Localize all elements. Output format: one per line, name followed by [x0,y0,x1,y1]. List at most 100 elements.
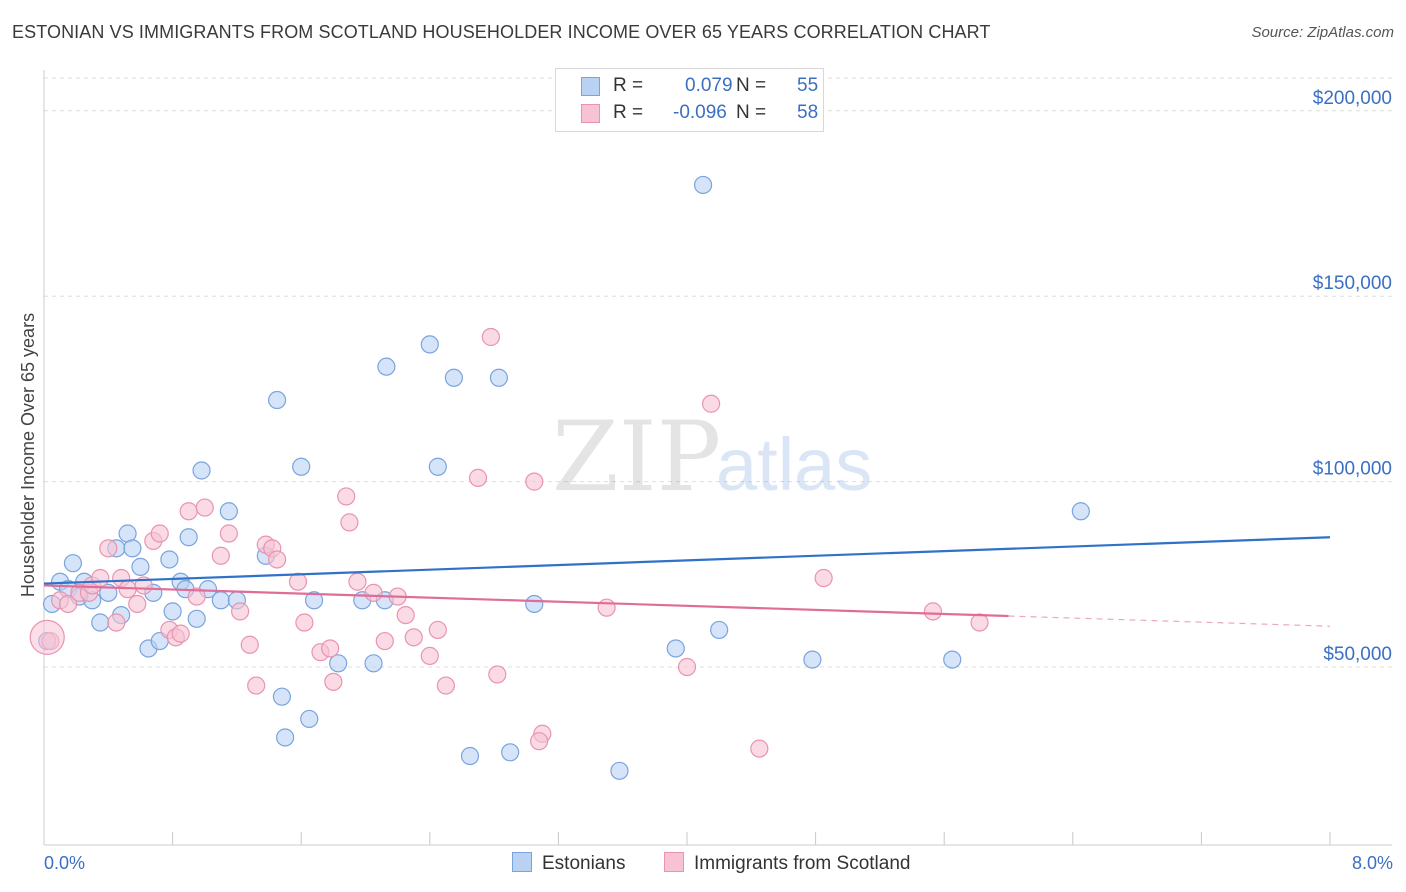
scotland-point [677,657,697,677]
estonian-point [329,654,348,673]
scotland-point [231,602,250,621]
estonian-point [63,554,83,573]
legend-n-label: N = [736,75,767,96]
legend-n-value: 55 [797,75,819,96]
scotland-point [59,594,78,614]
x-tick-label: 0.0% [44,853,85,873]
legend-r-label: R = [613,102,644,123]
estonian-point [192,461,211,480]
legend-r-label: R = [613,75,644,96]
estonian-point [693,175,713,195]
estonian-point [276,728,295,747]
scotland-point [525,472,544,491]
scotland-point [247,676,266,695]
trend-line-extension [1008,615,1331,627]
y-tick-label: $150,000 [1313,273,1392,294]
grid-lines [44,77,1392,845]
legend-n-label: N = [736,102,767,123]
scotland-point [267,550,287,569]
x-tick-labels: 0.0% 8.0% [44,853,1393,873]
estonian-point [219,502,238,521]
estonian-point [444,368,464,387]
scotland-point [321,639,340,658]
bottom-legend-scotland: Immigrants from Scotland [664,852,910,875]
chart-title: ESTONIAN VS IMMIGRANTS FROM SCOTLAND HOU… [12,22,991,42]
chart-source: Source: ZipAtlas.com [1251,24,1394,41]
y-tick-label: $50,000 [1323,644,1392,665]
scotland-point [324,672,343,691]
estonian-point [91,613,110,632]
scotland-point [488,665,507,684]
estonian-point [364,654,383,673]
scotland-point [29,619,65,655]
y-tick-label: $100,000 [1313,459,1392,480]
y-tick-labels: $50,000 $100,000 $150,000 $200,000 [1313,88,1392,665]
watermark: ZIP atlas [552,401,872,513]
y-tick-label: $200,000 [1313,88,1392,109]
estonian-point [131,557,150,576]
watermark-atlas: atlas [716,423,872,506]
estonian-point [428,457,447,476]
scotland-point [240,635,259,654]
scotland-point [436,676,455,695]
scotland-point [597,598,616,617]
estonian-point [187,609,206,628]
estonian-point [803,650,822,669]
scotland-point [187,587,206,606]
scotland-point [375,631,394,651]
scotland-point [340,513,359,532]
scotland-point [128,594,147,614]
scotland-point [404,628,423,647]
scotland-point [179,502,198,521]
estonian-point [304,591,324,610]
bottom-legend-label: Immigrants from Scotland [694,853,911,874]
scotland-point [970,613,989,632]
scotland-point [337,487,356,506]
trend-line [43,584,1009,618]
estonian-point [267,390,287,410]
scotland-point [428,620,447,640]
legend-r-value: -0.096 [673,102,727,123]
estonian-point [272,687,292,706]
bottom-legend-estonians: Estonians [512,852,625,875]
estonian-point [710,620,729,640]
scotland-point [530,732,549,751]
scotland-point [99,539,118,558]
estonian-point [163,602,182,621]
scotland-point [219,524,238,543]
estonian-point [211,591,230,610]
estonian-point [123,539,142,558]
scotland-point [468,468,488,487]
scotland-point [295,613,314,632]
legend-swatch-blue [581,77,600,96]
estonian-point [610,761,629,780]
scotland-point [211,546,230,565]
estonian-point [666,639,685,658]
estonian-point [300,709,319,729]
scotland-point [348,572,367,591]
estonian-point [489,368,509,387]
scotland-point [171,624,190,643]
scotland-point [481,327,500,347]
x-tick-label: 8.0% [1352,853,1393,873]
scotland-point [420,646,439,665]
correlation-legend: R = 0.079 N = 55 R = -0.096 N = 58 [555,68,824,132]
scotland-point [107,613,126,632]
y-axis-label: Householder Income Over 65 years [18,313,38,597]
scotland-point [750,739,769,758]
legend-r-value: 0.079 [685,75,733,96]
estonian-point [420,335,439,354]
scotland-point [195,498,214,517]
axes [43,70,1392,846]
estonian-point [525,594,544,614]
estonian-point [179,528,198,547]
legend-n-value: 58 [797,102,819,123]
bottom-legend-swatch-blue [512,852,532,872]
legend-swatch-pink [581,104,600,123]
estonian-point [460,746,480,766]
scotland-point [150,524,169,543]
scotland-point [814,568,833,588]
estonian-point [501,743,520,762]
estonian-point [292,457,311,476]
